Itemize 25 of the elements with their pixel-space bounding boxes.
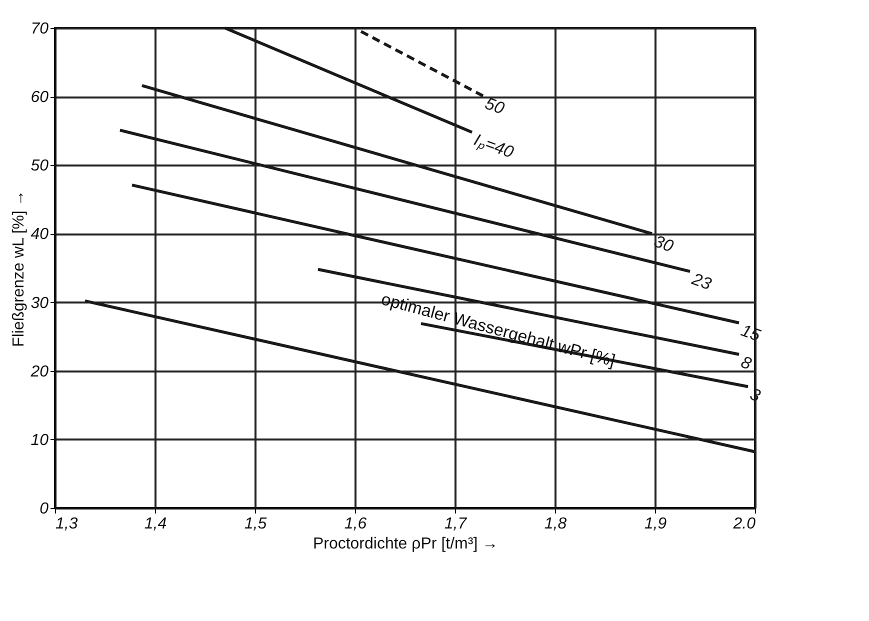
text: 3 [748,384,764,406]
y-tick-label: 20 [30,363,49,380]
y-tick-label: 50 [30,158,49,175]
x-tick-label: 1,7 [444,516,468,532]
text: Iₚ=40 [471,130,517,164]
text: 30 [652,232,676,256]
x-tick-label: 1,4 [144,516,167,532]
x-axis-title: Proctordichte ρPr [t/m³] → [312,536,498,552]
text: 8 [738,352,754,374]
x-tick-label: 1,8 [544,516,567,532]
x-tick-label: 1,5 [244,516,267,532]
y-tick-label: 0 [40,500,49,518]
y-tick-label: 70 [30,20,49,38]
text: 23 [688,269,714,294]
text: 15 [738,320,764,346]
y-tick-label: 10 [30,432,49,449]
y-tick-label: 40 [30,226,49,244]
x-tick-label: 2.0 [732,516,756,532]
x-tick-label: 1,9 [644,516,667,532]
x-tick-label: 1,3 [56,516,78,532]
text: 50 [482,94,508,118]
x-tick-label: 1,6 [344,516,367,532]
y-tick-label: 60 [30,89,49,106]
y-tick-label: 30 [30,294,49,312]
y-axis-title: Fließgrenze wL [%] → [10,190,28,347]
